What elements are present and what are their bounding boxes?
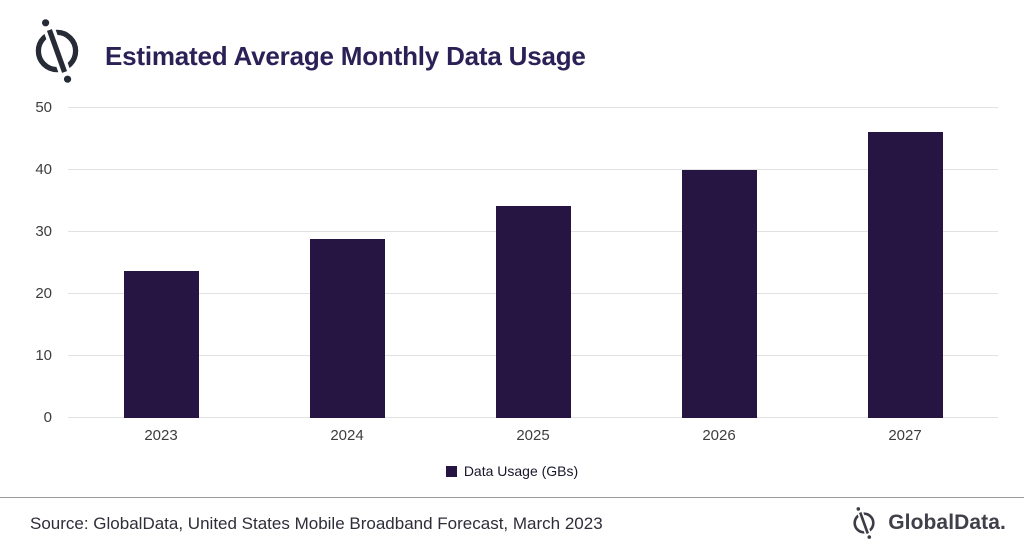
x-tick-label-2023: 2023 [144, 427, 178, 444]
y-tick-label-40: 40 [35, 161, 52, 178]
legend-swatch [445, 465, 457, 477]
brand-name: GlobalData. [888, 511, 1006, 534]
chart-title: Estimated Average Monthly Data Usage [105, 41, 586, 71]
source-text: Source: GlobalData, United States Mobile… [30, 514, 603, 533]
x-tick-label-2025: 2025 [516, 427, 550, 444]
gridline-40 [68, 169, 998, 170]
gridline-50 [68, 107, 998, 108]
y-tick-label-50: 50 [35, 99, 52, 116]
brand-logo: GlobalData. [849, 506, 1006, 540]
x-tick-label-2027: 2027 [888, 427, 922, 444]
footer-divider [0, 497, 1024, 498]
chart-legend: Data Usage (GBs) [0, 463, 1024, 479]
y-tick-label-30: 30 [35, 223, 52, 240]
globaldata-logo-icon [35, 19, 79, 83]
bar-2024 [309, 239, 385, 418]
bar-2023 [123, 271, 199, 418]
bar-2026 [681, 170, 757, 418]
x-tick-label-2024: 2024 [330, 427, 364, 444]
globaldata-logo-icon [853, 507, 875, 539]
y-tick-label-0: 0 [43, 409, 52, 426]
legend-label: Data Usage (GBs) [463, 463, 579, 479]
bar-2027 [867, 131, 943, 418]
bar-chart-plot-area: 0 10 20 30 40 50 2023 2024 2025 2026 2027 [35, 99, 998, 444]
bar-2025 [495, 205, 571, 418]
y-tick-label-20: 20 [35, 285, 52, 302]
y-tick-label-10: 10 [35, 347, 52, 364]
x-tick-label-2026: 2026 [702, 427, 736, 444]
